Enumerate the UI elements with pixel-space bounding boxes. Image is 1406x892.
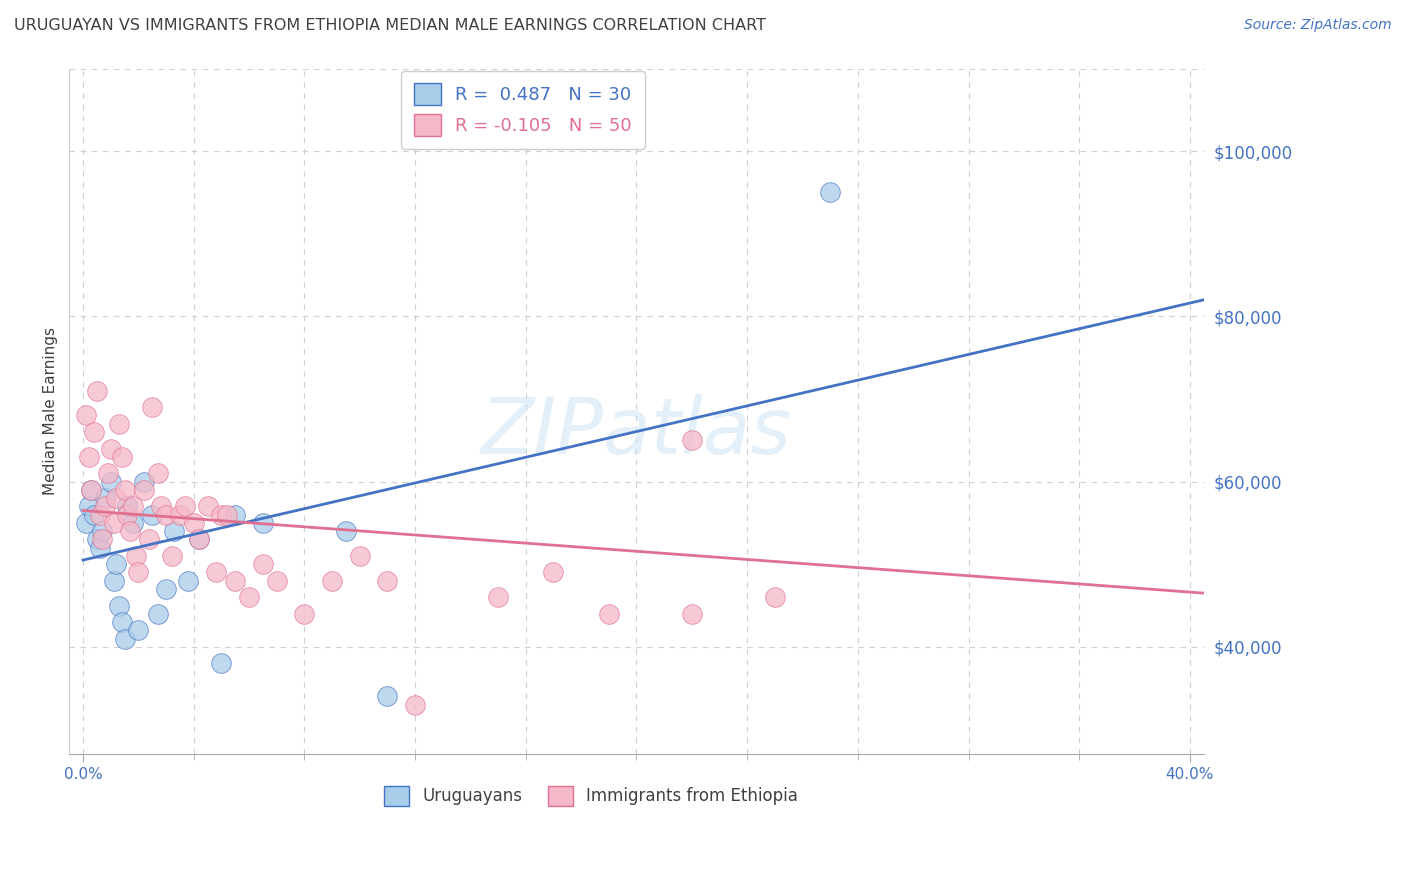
Point — [120, 524, 142, 538]
Point — [377, 690, 399, 704]
Point — [174, 500, 197, 514]
Point — [141, 401, 163, 415]
Point — [377, 574, 399, 588]
Point — [598, 607, 620, 621]
Point — [89, 541, 111, 555]
Point — [321, 574, 343, 588]
Point — [160, 549, 183, 563]
Point — [215, 508, 238, 522]
Point — [86, 533, 108, 547]
Point — [155, 582, 177, 596]
Point — [266, 574, 288, 588]
Point — [80, 483, 103, 497]
Point — [108, 417, 131, 431]
Point — [146, 607, 169, 621]
Point — [122, 516, 145, 530]
Point — [94, 491, 117, 505]
Point — [183, 516, 205, 530]
Point — [75, 409, 97, 423]
Point — [127, 624, 149, 638]
Point — [100, 475, 122, 489]
Point — [146, 467, 169, 481]
Point — [103, 574, 125, 588]
Point — [80, 483, 103, 497]
Text: URUGUAYAN VS IMMIGRANTS FROM ETHIOPIA MEDIAN MALE EARNINGS CORRELATION CHART: URUGUAYAN VS IMMIGRANTS FROM ETHIOPIA ME… — [14, 18, 766, 33]
Point — [163, 524, 186, 538]
Legend: Uruguayans, Immigrants from Ethiopia: Uruguayans, Immigrants from Ethiopia — [375, 778, 806, 814]
Point — [188, 533, 211, 547]
Point — [75, 516, 97, 530]
Point — [177, 574, 200, 588]
Point — [188, 533, 211, 547]
Point — [103, 516, 125, 530]
Point — [83, 508, 105, 522]
Point — [91, 533, 114, 547]
Point — [224, 508, 246, 522]
Point — [127, 566, 149, 580]
Point — [404, 698, 426, 712]
Point — [77, 500, 100, 514]
Text: Source: ZipAtlas.com: Source: ZipAtlas.com — [1244, 18, 1392, 32]
Point — [224, 574, 246, 588]
Point — [117, 500, 139, 514]
Point — [197, 500, 219, 514]
Point — [205, 566, 228, 580]
Point — [83, 425, 105, 439]
Point — [114, 483, 136, 497]
Point — [122, 500, 145, 514]
Point — [238, 591, 260, 605]
Point — [486, 591, 509, 605]
Point — [132, 483, 155, 497]
Point — [141, 508, 163, 522]
Point — [77, 450, 100, 464]
Point — [169, 508, 191, 522]
Point — [209, 508, 232, 522]
Point — [209, 657, 232, 671]
Point — [543, 566, 565, 580]
Point — [94, 500, 117, 514]
Point — [117, 508, 139, 522]
Point — [681, 434, 703, 448]
Point — [111, 615, 134, 629]
Point — [105, 558, 128, 572]
Point — [97, 467, 120, 481]
Point — [91, 524, 114, 538]
Point — [86, 384, 108, 398]
Point — [335, 524, 357, 538]
Point — [349, 549, 371, 563]
Point — [100, 442, 122, 456]
Point — [818, 186, 841, 200]
Point — [149, 500, 172, 514]
Point — [252, 558, 274, 572]
Point — [681, 607, 703, 621]
Text: ZIPatlas: ZIPatlas — [481, 394, 792, 470]
Point — [252, 516, 274, 530]
Point — [108, 599, 131, 613]
Point — [132, 475, 155, 489]
Point — [294, 607, 316, 621]
Point — [138, 533, 160, 547]
Y-axis label: Median Male Earnings: Median Male Earnings — [44, 327, 58, 495]
Point — [89, 508, 111, 522]
Point — [155, 508, 177, 522]
Point — [111, 450, 134, 464]
Point — [763, 591, 786, 605]
Point — [124, 549, 146, 563]
Point — [114, 632, 136, 646]
Point — [105, 491, 128, 505]
